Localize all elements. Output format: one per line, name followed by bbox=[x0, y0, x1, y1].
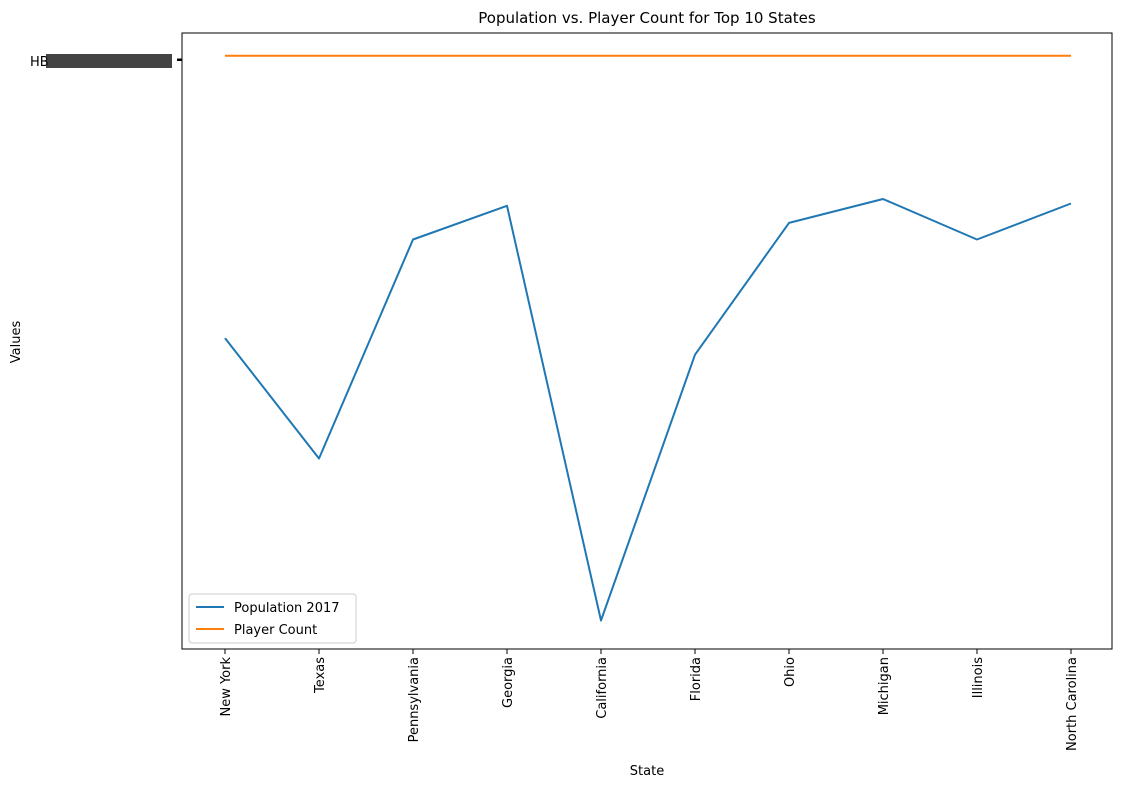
legend-label: Population 2017 bbox=[234, 601, 340, 616]
y-axis-label: Values bbox=[9, 321, 24, 364]
x-tick-label: Ohio bbox=[783, 657, 798, 687]
x-tick-label: North Carolina bbox=[1065, 657, 1080, 751]
plot-frame bbox=[181, 32, 1113, 650]
plot-area bbox=[224, 54, 1072, 622]
x-tick-label: Michigan bbox=[877, 657, 892, 715]
x-tick-label: Illinois bbox=[971, 657, 986, 698]
y-tick-label: HB bbox=[30, 55, 49, 70]
series-line-0 bbox=[224, 198, 1072, 622]
x-tick-label: Texas bbox=[313, 657, 328, 694]
x-tick-label: Pennsylvania bbox=[407, 657, 422, 742]
legend-label: Player Count bbox=[234, 623, 317, 638]
x-axis-label: State bbox=[630, 764, 664, 779]
y-tick-cluster: HB bbox=[30, 54, 172, 70]
y-tick-overlap-glyphs bbox=[46, 54, 172, 68]
legend: Population 2017 Player Count bbox=[188, 593, 357, 644]
legend-box bbox=[188, 593, 357, 644]
x-tick-label: Florida bbox=[689, 657, 704, 701]
x-tick-label: California bbox=[595, 657, 610, 719]
x-tick-label: New York bbox=[219, 657, 234, 717]
x-tick-label: Georgia bbox=[501, 657, 516, 708]
chart-title: Population vs. Player Count for Top 10 S… bbox=[478, 9, 816, 27]
